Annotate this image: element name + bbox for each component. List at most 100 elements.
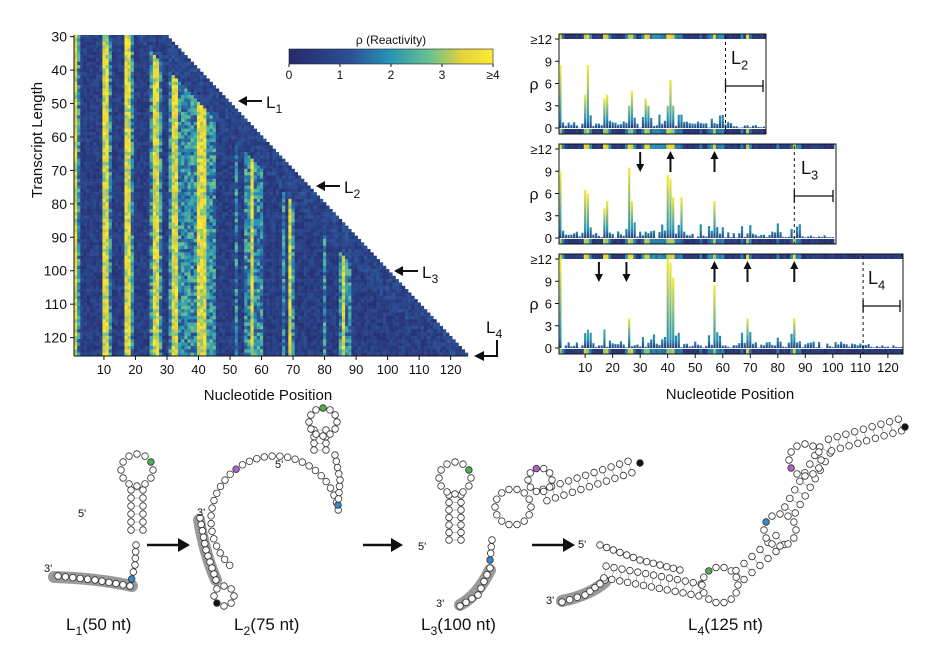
heatmap-cell <box>137 255 141 260</box>
heatmap-cell <box>234 279 239 283</box>
heatmap-cell <box>102 212 106 216</box>
heatmap-cell <box>297 228 302 233</box>
heatmap-cell <box>146 91 150 96</box>
heatmap-cell <box>259 279 264 283</box>
heatmap-cell <box>335 238 340 243</box>
heatmap-cell <box>96 235 100 240</box>
heatmap-cell <box>190 259 195 263</box>
heatmap-cell <box>143 111 147 116</box>
heatmap-cell <box>319 265 324 270</box>
heatmap-cell <box>92 212 97 216</box>
heatmap-cell <box>96 262 100 266</box>
heatmap-cell <box>80 61 84 66</box>
heatmap-cell <box>291 198 295 203</box>
heatmap-cell <box>105 108 109 113</box>
heatmap-cell <box>74 218 78 223</box>
heatmap-cell <box>212 188 217 193</box>
heatmap-cell <box>152 61 157 66</box>
heatmap-cell <box>121 245 125 250</box>
heatmap-cell <box>187 275 191 280</box>
heatmap-cell <box>272 168 276 173</box>
heatmap-cell <box>137 121 141 126</box>
heatmap-cell <box>247 178 251 183</box>
heatmap-cell <box>140 152 144 156</box>
heatmap-cell <box>114 232 119 236</box>
heatmap-cell <box>83 148 87 153</box>
heatmap-cell <box>237 135 242 139</box>
heatmap-cell <box>118 238 122 243</box>
heatmap-cell <box>181 185 185 190</box>
heatmap-cell <box>118 205 122 210</box>
heatmap-cell <box>218 208 223 213</box>
heatmap-cell <box>168 279 172 283</box>
heatmap-cell <box>114 158 119 163</box>
heatmap-cell <box>300 202 305 206</box>
heatmap-cell <box>92 168 97 173</box>
heatmap-cell <box>313 212 317 216</box>
heatmap-cell <box>149 272 154 276</box>
heatmap-cell <box>228 148 232 153</box>
heatmap-cell <box>307 282 311 287</box>
heatmap-cell <box>89 155 94 159</box>
heatmap-cell <box>99 198 103 203</box>
heatmap-cell <box>89 35 94 39</box>
heatmap-cell <box>209 262 213 266</box>
heatmap-cell <box>278 188 283 193</box>
heatmap-cell <box>291 249 295 253</box>
heatmap-cell <box>124 71 128 76</box>
heatmap-cell <box>99 115 103 119</box>
heatmap-cell <box>146 78 150 83</box>
heatmap-cell <box>307 249 311 253</box>
heatmap-cell <box>92 48 97 52</box>
heatmap-cell <box>83 282 87 287</box>
heatmap-cell <box>108 175 113 180</box>
heatmap-cell <box>102 138 106 143</box>
heatmap-cell <box>149 138 154 143</box>
heatmap-cell <box>231 111 235 116</box>
heatmap-cell <box>137 138 141 143</box>
heatmap-cell <box>231 118 235 123</box>
heatmap-cell <box>209 228 213 233</box>
heatmap-cell <box>345 235 349 240</box>
heatmap-cell <box>184 111 188 116</box>
heatmap-cell <box>174 215 179 220</box>
heatmap-cell <box>190 232 195 236</box>
heatmap-cell <box>319 262 324 266</box>
heatmap-cell <box>114 111 119 116</box>
heatmap-cell <box>149 121 154 126</box>
heatmap-cell <box>291 259 295 263</box>
heatmap-cell <box>114 205 119 210</box>
heatmap-cell <box>159 192 163 196</box>
heatmap-cell <box>196 185 201 190</box>
heatmap-cell <box>222 279 226 283</box>
heatmap-cell <box>171 58 176 62</box>
heatmap-cell <box>149 255 154 260</box>
heatmap-cell <box>218 152 223 156</box>
heatmap-cell <box>231 192 235 196</box>
heatmap-cell <box>196 115 201 119</box>
heatmap-cell <box>127 38 131 42</box>
heatmap-cell <box>111 218 116 223</box>
heatmap-cell <box>193 121 198 126</box>
heatmap-cell <box>130 111 135 116</box>
heatmap-cell <box>275 238 280 243</box>
heatmap-cell <box>263 205 267 210</box>
heatmap-cell <box>288 279 292 283</box>
heatmap-cell <box>118 138 122 143</box>
heatmap-cell <box>155 152 160 156</box>
heatmap-cell <box>200 95 204 99</box>
heatmap-cell <box>108 88 113 93</box>
heatmap-cell <box>181 75 185 79</box>
heatmap-cell <box>184 265 188 270</box>
heatmap-cell <box>86 165 91 169</box>
heatmap-cell <box>313 205 317 210</box>
heatmap-cell <box>225 228 229 233</box>
heatmap-cell <box>200 118 204 123</box>
heatmap-cell <box>209 195 213 200</box>
heatmap-cell <box>323 235 327 240</box>
heatmap-cell <box>133 259 138 263</box>
heatmap-cell <box>259 242 264 246</box>
heatmap-cell <box>218 279 223 283</box>
heatmap-cell <box>203 192 207 196</box>
heatmap-cell <box>218 168 223 173</box>
